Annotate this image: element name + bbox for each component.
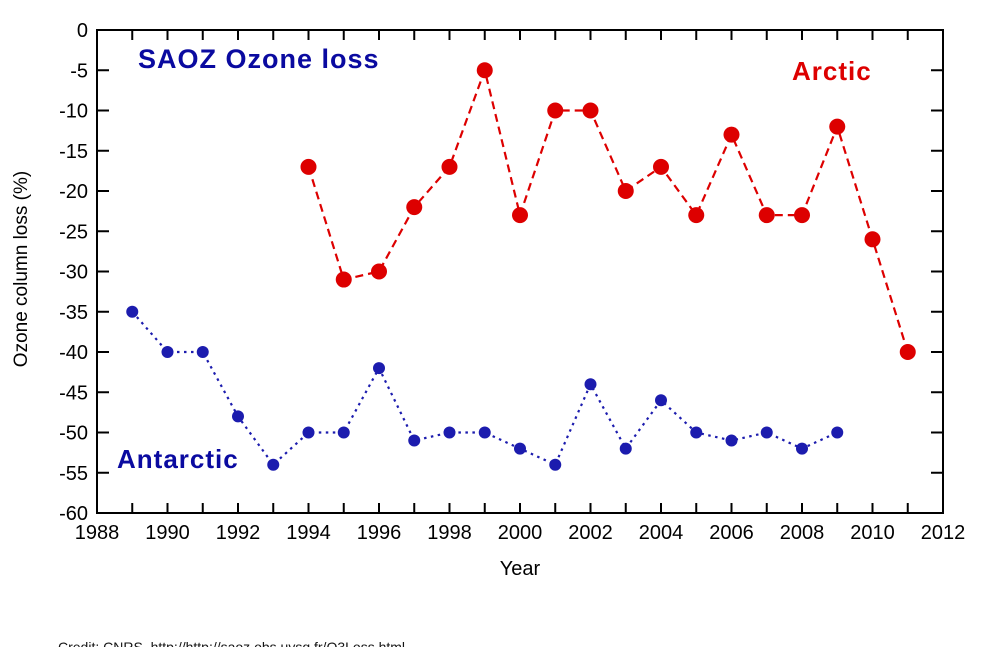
arctic-point bbox=[300, 158, 317, 175]
x-tick-label: 2002 bbox=[568, 522, 613, 544]
plot-frame bbox=[96, 29, 944, 514]
arctic-line bbox=[307, 66, 909, 353]
arctic-point bbox=[512, 207, 528, 224]
x-axis-title: Year bbox=[499, 558, 541, 580]
x-tick-label: 1990 bbox=[145, 522, 190, 544]
antarctic-point bbox=[831, 426, 844, 439]
y-tick-label: -20 bbox=[59, 181, 88, 203]
y-tick-label: -45 bbox=[59, 382, 88, 404]
arctic-point bbox=[476, 62, 493, 79]
y-tick-label: -60 bbox=[59, 503, 88, 525]
antarctic-point bbox=[549, 458, 562, 471]
chart-title: SAOZ Ozone loss bbox=[138, 44, 380, 74]
antarctic-point bbox=[690, 426, 703, 439]
y-tick-label: -10 bbox=[59, 101, 88, 123]
antarctic-point bbox=[302, 426, 315, 439]
antarctic-point bbox=[126, 305, 139, 318]
arctic-point bbox=[335, 271, 352, 288]
antarctic-point bbox=[196, 346, 209, 358]
antarctic-point bbox=[267, 458, 280, 471]
x-tick-label: 1996 bbox=[357, 522, 402, 544]
antarctic-point bbox=[373, 362, 385, 375]
antarctic-point bbox=[443, 426, 456, 439]
x-tick-label: 1994 bbox=[286, 522, 331, 544]
x-tick-label: 2006 bbox=[709, 522, 754, 544]
y-tick-label: -35 bbox=[59, 302, 88, 324]
antarctic-point bbox=[408, 434, 421, 447]
antarctic-point bbox=[619, 442, 632, 455]
arctic-point bbox=[794, 207, 810, 224]
antarctic-point bbox=[478, 426, 491, 439]
antarctic-line bbox=[131, 311, 838, 467]
arctic-point bbox=[829, 118, 846, 135]
y-tick-label: -5 bbox=[70, 60, 88, 82]
x-tick-label: 2004 bbox=[639, 522, 684, 544]
antarctic-point bbox=[514, 442, 526, 455]
x-tick-label: 1992 bbox=[216, 522, 261, 544]
antarctic-point bbox=[760, 426, 773, 439]
antarctic-point bbox=[796, 442, 808, 455]
y-tick-label: -40 bbox=[59, 342, 88, 364]
arctic-point bbox=[371, 263, 387, 280]
antarctic-series-label: Antarctic bbox=[117, 444, 239, 474]
arctic-point bbox=[617, 183, 634, 199]
arctic-point bbox=[688, 207, 705, 224]
arctic-point bbox=[582, 102, 599, 119]
antarctic-point bbox=[232, 410, 244, 423]
y-tick-label: 0 bbox=[77, 20, 88, 42]
x-tick-label: 2010 bbox=[850, 522, 895, 544]
y-tick-label: -30 bbox=[59, 262, 88, 284]
y-tick-label: -15 bbox=[59, 141, 88, 163]
x-tick-label: 2000 bbox=[498, 522, 543, 544]
x-tick-label: 1988 bbox=[75, 522, 120, 544]
antarctic-point bbox=[725, 434, 738, 447]
arctic-point bbox=[547, 102, 564, 119]
arctic-point bbox=[653, 158, 669, 175]
x-tick-label: 2012 bbox=[921, 522, 966, 544]
arctic-point bbox=[758, 207, 775, 224]
y-tick-label: -55 bbox=[59, 463, 88, 485]
credit-block: Credit: CNRS http://http://saoz.obs.uvsq… bbox=[58, 592, 405, 647]
credit-line: Credit: CNRS http://http://saoz.obs.uvsq… bbox=[58, 639, 406, 647]
antarctic-point bbox=[655, 394, 667, 407]
arctic-point bbox=[899, 344, 916, 360]
antarctic-point bbox=[161, 346, 174, 358]
arctic-point bbox=[406, 199, 423, 216]
arctic-series-label: Arctic bbox=[792, 56, 872, 86]
arctic-point bbox=[441, 158, 458, 175]
antarctic-point bbox=[584, 378, 597, 391]
y-tick-label: -50 bbox=[59, 423, 88, 445]
y-axis-title: Ozone column loss (%) bbox=[11, 170, 32, 368]
x-tick-label: 2008 bbox=[780, 522, 825, 544]
x-tick-label: 1998 bbox=[427, 522, 472, 544]
arctic-point bbox=[864, 231, 881, 248]
arctic-point bbox=[723, 126, 740, 143]
antarctic-point bbox=[337, 426, 350, 439]
y-tick-label: -25 bbox=[59, 221, 88, 243]
